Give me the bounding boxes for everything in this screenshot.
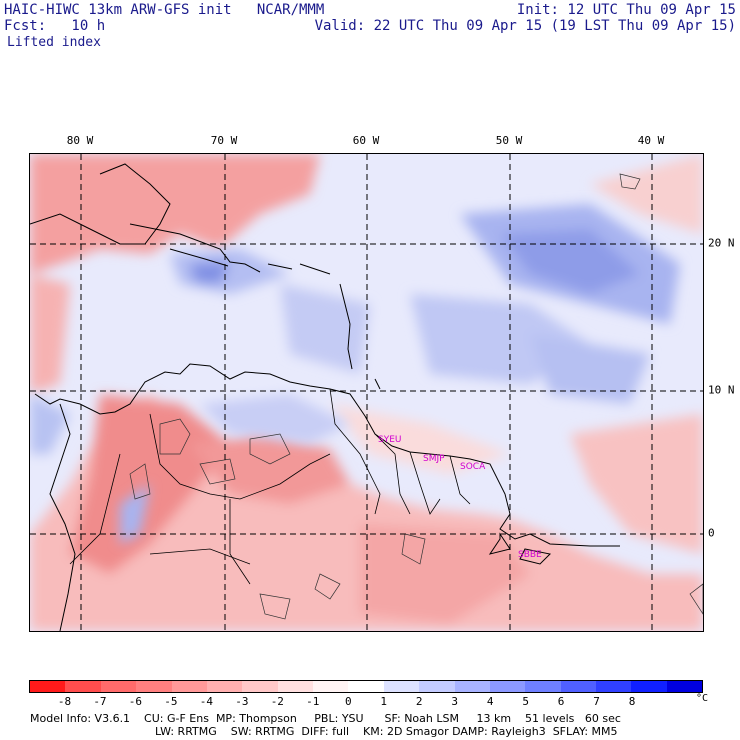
warm-regions <box>30 154 703 631</box>
colorbar-tick-label: 8 <box>628 695 636 708</box>
lon-label-40w: 40 W <box>637 134 665 147</box>
colorbar-tick-label: 0 <box>344 695 352 708</box>
colorbar-tick-label: -4 <box>199 695 213 708</box>
forecast-hour: Fcst: 10 h <box>4 18 106 34</box>
colorbar-segment <box>65 681 101 692</box>
valid-time: Valid: 22 UTC Thu 09 Apr 15 (19 LST Thu … <box>314 18 736 34</box>
contours <box>129 173 703 620</box>
lifted-index-map: SYEU SMJP SOCA SBBE <box>29 153 704 632</box>
lon-label-50w: 50 W <box>495 134 523 147</box>
lon-label-70w: 70 W <box>210 134 238 147</box>
lat-label-0: 0 <box>708 526 715 540</box>
model-title: HAIC-HIWC 13km ARW-GFS init NCAR/MMM <box>4 2 325 18</box>
colorbar-segment <box>277 681 313 692</box>
colorbar-tick-label: 3 <box>451 695 458 708</box>
station-smjp: SMJP <box>423 454 445 464</box>
colorbar-tick-label: 7 <box>593 695 600 708</box>
colorbar-tick-label: 4 <box>486 695 494 708</box>
colorbar-segment <box>348 681 384 692</box>
footer-physics-info: LW: RRTMG SW: RRTMG DIFF: full KM: 2D Sm… <box>155 725 618 738</box>
lon-label-60w: 60 W <box>352 134 380 147</box>
colorbar-segment <box>171 681 207 692</box>
colorbar-tick-label: 5 <box>522 695 529 708</box>
colorbar-segment <box>666 681 703 692</box>
colorbar-tick-label: -3 <box>235 695 249 708</box>
colorbar-tick-label: -8 <box>57 695 72 708</box>
station-soca: SOCA <box>460 462 486 472</box>
colorbar-tick-label: -5 <box>164 695 178 708</box>
colorbar-segment <box>560 681 596 692</box>
colorbar-segment <box>631 681 667 692</box>
lat-label-20n: 20 N <box>708 236 735 250</box>
colorbar-segment <box>206 681 243 692</box>
graticule <box>30 154 703 631</box>
colorbar-segment <box>454 681 490 692</box>
colorbar-tick-label: 6 <box>557 695 565 708</box>
init-time: Init: 12 UTC Thu 09 Apr 15 <box>516 2 736 18</box>
colorbar-segment <box>30 681 66 692</box>
colorbar-segment <box>383 681 420 692</box>
colorbar-segment <box>100 681 137 692</box>
colorbar-segment <box>313 681 349 692</box>
colorbar-segment <box>136 681 172 692</box>
colorbar-tick-label: -2 <box>270 695 284 708</box>
lon-label-80w: 80 W <box>66 134 94 147</box>
colorbar-tick-label: -7 <box>93 695 107 708</box>
colorbar-segment <box>525 681 561 692</box>
map-canvas: SYEU SMJP SOCA SBBE <box>30 154 703 631</box>
field-name: Lifted index <box>7 35 101 50</box>
station-sbbe: SBBE <box>518 550 542 560</box>
lat-label-10n: 10 N <box>708 383 735 397</box>
colorbar-tick-label: 1 <box>380 695 388 708</box>
station-syeu: SYEU <box>378 435 401 445</box>
colorbar-segment <box>419 681 455 692</box>
colorbar-tick-label: -1 <box>306 695 320 708</box>
colorbar-segment <box>596 681 632 692</box>
colorbar-segment <box>489 681 526 692</box>
colorbar-tick-label: 2 <box>415 695 423 708</box>
colorbar-segment <box>242 681 278 692</box>
colorbar-unit: °C <box>696 693 709 704</box>
colorbar <box>29 680 703 693</box>
footer-model-info: Model Info: V3.6.1 CU: G-F Ens MP: Thomp… <box>30 712 621 725</box>
colorbar-tick-label: -6 <box>128 695 143 708</box>
cool-regions <box>30 204 680 544</box>
